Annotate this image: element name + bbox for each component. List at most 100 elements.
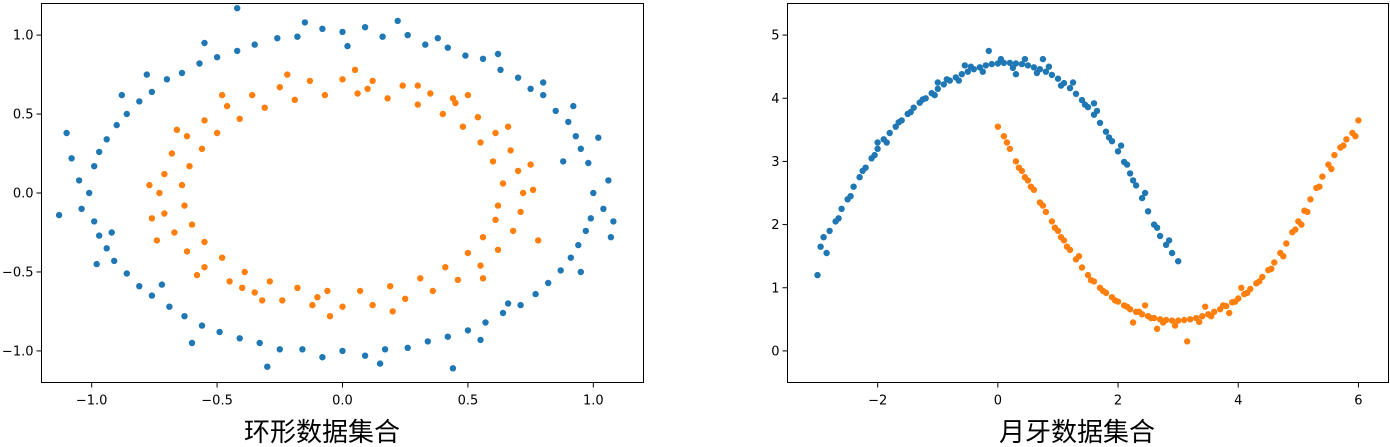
rings-series-1-point	[261, 104, 268, 111]
moons-series-0-point	[919, 96, 926, 103]
moons-title: 月牙数据集合	[999, 418, 1155, 447]
rings-series-0-point	[86, 189, 93, 197]
rings-series-0-point	[444, 333, 451, 340]
rings-series-1-point	[494, 246, 502, 253]
moons-series-1-point	[1171, 322, 1179, 329]
rings-series-1-point	[439, 110, 446, 118]
moons-series-1-point	[1181, 316, 1188, 324]
rings-series-1-point	[477, 139, 484, 146]
rings-series-1-point	[519, 189, 527, 197]
rings-series-0-point	[361, 352, 369, 359]
rings-x-tick-label: −1.0	[76, 394, 108, 409]
rings-series-1-point	[171, 229, 178, 236]
moons-series-0-point	[1153, 224, 1161, 231]
rings-series-0-point	[517, 301, 524, 309]
rings-chart: −1.0 −0.5 0.0 0.5 1.0 −1.0 −0.5 0.0 0.5 1.0 环形数据集…	[2, 3, 644, 447]
moons-series-0-point	[1039, 55, 1047, 63]
moons-series-0-point	[835, 215, 842, 222]
moons-series-1-point	[1220, 302, 1227, 309]
moons-series-1-point	[1048, 218, 1056, 225]
moons-series-0-point	[1006, 59, 1014, 67]
moons-series-0-point	[943, 76, 950, 83]
moons-y-tick-label: 3	[771, 155, 779, 170]
rings-series-1-point	[161, 170, 168, 178]
rings-series-1-point	[236, 115, 243, 123]
rings-series-1-point	[492, 129, 499, 137]
moons-series-1-point	[1129, 319, 1137, 326]
rings-series-0-point	[111, 257, 118, 265]
moons-series-1-point	[1256, 278, 1263, 285]
moons-series-1-point	[1175, 317, 1182, 324]
rings-series-1-point	[399, 82, 406, 89]
moons-series-1-point	[1226, 309, 1233, 317]
moons-series-0-point	[1156, 232, 1164, 240]
moons-series-1-point	[1328, 165, 1335, 173]
rings-series-1-point	[198, 145, 206, 152]
rings-series-1-point	[479, 275, 487, 282]
moons-series-0-point	[1030, 64, 1038, 71]
moons-series-1-point	[1015, 164, 1023, 171]
rings-series-1-point	[479, 234, 487, 241]
rings-series-1-point	[146, 181, 153, 189]
rings-series-1-point	[161, 210, 168, 217]
moons-series-1-point	[1006, 145, 1014, 152]
moons-series-0-point	[1054, 75, 1062, 82]
rings-series-0-point	[198, 322, 206, 329]
rings-series-1-point	[387, 283, 394, 290]
moons-series-1-point	[1244, 289, 1251, 296]
moons-series-0-point	[859, 167, 866, 175]
rings-series-1-point	[535, 237, 542, 244]
moons-y-tick-label: 5	[771, 29, 779, 44]
moons-series-0-point	[1024, 62, 1032, 69]
moons-series-0-point	[874, 145, 881, 152]
rings-series-1-point	[474, 114, 482, 121]
moons-series-1-point	[1307, 196, 1314, 203]
moons-series-1-point	[1298, 221, 1305, 228]
moons-series-0-point	[979, 68, 986, 75]
moons-series-0-point	[1175, 258, 1182, 265]
rings-series-1-point	[507, 147, 514, 154]
rings-series-1-point	[529, 186, 537, 193]
rings-series-0-point	[103, 245, 110, 252]
moons-series-1-point	[1355, 117, 1362, 124]
moons-series-0-point	[1144, 208, 1152, 215]
rings-series-0-point	[482, 319, 489, 326]
rings-series-0-point	[148, 88, 156, 96]
rings-series-1-point	[499, 180, 507, 187]
moons-series-1-point	[1021, 174, 1029, 181]
rings-y-tick-label: 0.5	[13, 108, 34, 123]
rings-series-0-point	[299, 346, 306, 353]
moons-series-0-point	[988, 60, 995, 68]
rings-series-1-point	[402, 295, 409, 302]
moons-series-0-point	[1126, 170, 1134, 177]
moons-series-0-point	[1165, 237, 1173, 244]
rings-series-0-point	[136, 283, 143, 290]
rings-series-1-point	[201, 117, 208, 124]
moons-series-0-point	[1141, 189, 1149, 197]
rings-series-1-point	[509, 227, 517, 235]
rings-series-0-point	[424, 338, 431, 345]
rings-series-0-point	[494, 50, 502, 58]
rings-series-0-point	[118, 91, 126, 99]
moons-plot-frame	[787, 3, 1389, 383]
rings-series-1-point	[339, 76, 346, 83]
rings-series-1-point	[489, 158, 497, 165]
rings-series-0-point	[585, 159, 592, 167]
moons-x-tick-label: −2	[868, 394, 887, 409]
rings-series-0-point	[479, 55, 487, 62]
rings-series-0-point	[577, 145, 584, 152]
rings-series-1-point	[188, 221, 196, 228]
rings-series-1-point	[156, 189, 163, 197]
moons-series-1-point	[994, 123, 1002, 130]
moons-series-1-point	[1168, 317, 1176, 324]
rings-series-1-point	[213, 129, 221, 137]
moons-series-1-point	[1141, 302, 1149, 309]
rings-series-0-point	[449, 365, 457, 372]
moons-series-0-point	[931, 91, 938, 99]
rings-series-1-point	[354, 90, 361, 97]
moons-series-0-point	[1138, 194, 1146, 202]
moons-series-0-point	[1021, 55, 1029, 63]
rings-series-0-point	[552, 107, 559, 115]
rings-series-0-point	[361, 24, 369, 31]
